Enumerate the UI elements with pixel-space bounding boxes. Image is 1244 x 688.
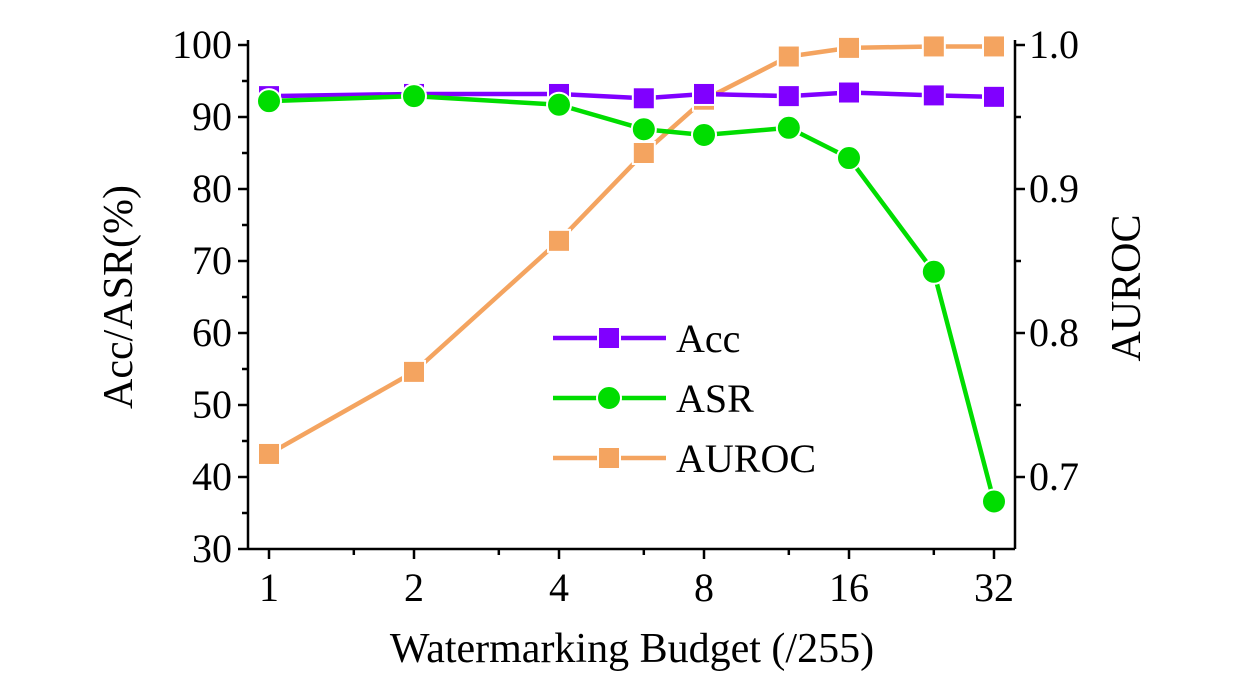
data-point-acc: [837, 80, 861, 105]
y2-tick-label: 1.0: [1029, 22, 1079, 67]
data-point-asr: [630, 116, 657, 143]
x-tick-label: 4: [549, 565, 569, 610]
y-axis-label: Acc/ASR(%): [96, 185, 142, 409]
series-group: [256, 34, 1007, 515]
data-point-acc: [692, 81, 716, 106]
x-tick-label: 8: [694, 565, 714, 610]
legend-marker-asr: [596, 385, 622, 411]
x-tick-label: 32: [974, 565, 1014, 610]
series-line-asr: [268, 93, 997, 503]
data-point-auroc: [921, 34, 946, 59]
data-point-asr: [691, 122, 717, 148]
y2-tick-label: 0.7: [1029, 454, 1079, 499]
y-tick-label: 50: [192, 382, 232, 427]
legend-marker-acc: [597, 326, 621, 350]
y-tick-label: 60: [192, 310, 232, 355]
y2-tick-label: 0.8: [1029, 310, 1079, 355]
data-point-auroc: [631, 141, 656, 165]
legend-label-acc: Acc: [676, 316, 740, 361]
legend-label-auroc: AUROC: [676, 436, 816, 481]
data-point-auroc: [257, 441, 281, 466]
data-point-asr: [981, 488, 1007, 515]
data-point-auroc: [776, 44, 801, 69]
data-point-auroc: [547, 228, 571, 253]
data-point-asr: [401, 83, 427, 110]
y2-tick-label: 0.9: [1029, 166, 1079, 211]
y2-axis-label: AUROC: [1104, 214, 1150, 361]
data-point-acc: [776, 84, 801, 109]
x-tick-label: 16: [829, 565, 869, 610]
x-tick-label: 2: [404, 565, 424, 610]
y-tick-label: 40: [192, 454, 232, 499]
data-point-auroc: [837, 35, 861, 60]
data-point-auroc: [982, 34, 1006, 59]
x-axis-label: Watermarking Budget (/255): [390, 626, 874, 672]
data-point-auroc: [402, 359, 426, 384]
data-point-asr: [836, 145, 862, 172]
y-tick-label: 30: [192, 526, 232, 571]
y-tick-label: 100: [172, 22, 232, 67]
series-line-auroc: [267, 44, 994, 456]
data-point-asr: [920, 258, 947, 285]
legend-label-asr: ASR: [676, 376, 754, 421]
y-tick-label: 70: [192, 238, 232, 283]
data-point-acc: [982, 84, 1006, 109]
x-tick-label: 1: [259, 565, 279, 610]
data-point-acc: [631, 86, 656, 111]
series-asr: [256, 83, 1007, 515]
data-point-asr: [256, 88, 282, 115]
data-point-asr: [775, 114, 802, 141]
axes: 1 2 4 8 16 32 30 40 50 60 70 80 90 100 0.7 0.8 0.9 1.0: [172, 22, 1079, 610]
legend: Acc ASR AUROC: [553, 316, 816, 481]
data-point-asr: [546, 91, 572, 118]
y-tick-label: 80: [192, 166, 232, 211]
y-tick-label: 90: [192, 94, 232, 139]
data-point-acc: [921, 83, 946, 108]
legend-marker-auroc: [597, 446, 621, 470]
